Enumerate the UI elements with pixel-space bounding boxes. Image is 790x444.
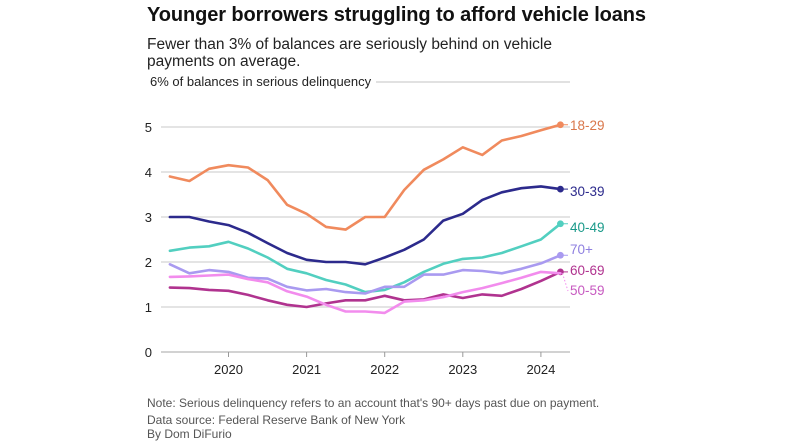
x-tick-label: 2022: [370, 362, 399, 377]
leader-line-50-59: [561, 273, 569, 292]
series-label-50-59: 50-59: [570, 283, 605, 298]
byline: By Dom DiFurio: [147, 427, 232, 441]
y-tick-label: 4: [145, 165, 152, 180]
series-label-30-39: 30-39: [570, 184, 605, 199]
y-tick-label: 3: [145, 210, 152, 225]
chart-footer: Note: Serious delinquency refers to an a…: [147, 396, 599, 441]
footnote: Note: Serious delinquency refers to an a…: [147, 396, 600, 410]
y-axis-title: 6% of balances in serious delinquency: [150, 74, 372, 89]
chart-subtitle: Fewer than 3% of balances are seriously …: [147, 36, 552, 70]
series-endpoint-70plus: [557, 251, 564, 259]
series-line-60-69: [168, 270, 562, 309]
x-tick-label: 2023: [448, 362, 477, 377]
series-line-50-59: [168, 270, 562, 315]
series-label-70plus: 70+: [570, 242, 593, 257]
data-source: Data source: Federal Reserve Bank of New…: [147, 413, 406, 427]
x-tick-label: 2020: [214, 362, 243, 377]
x-tick-label: 2024: [526, 362, 555, 377]
x-tick-label: 2021: [292, 362, 321, 377]
series-line-18-29: [168, 123, 562, 231]
series-line-70plus: [168, 254, 562, 295]
series-label-40-49: 40-49: [570, 220, 605, 235]
series-label-60-69: 60-69: [570, 263, 605, 278]
series-label-18-29: 18-29: [570, 118, 605, 133]
y-tick-label: 5: [145, 120, 152, 135]
series-line-30-39: [168, 185, 562, 266]
series-line-40-49: [168, 222, 562, 294]
series-endpoint-18-29: [557, 121, 564, 129]
chart-title: Younger borrowers struggling to afford v…: [147, 4, 646, 26]
series-endpoint-40-49: [557, 220, 564, 228]
y-tick-label: 2: [145, 255, 152, 270]
series-endpoint-30-39: [557, 185, 564, 193]
y-tick-label: 1: [145, 300, 152, 315]
y-tick-label: 0: [145, 345, 152, 360]
